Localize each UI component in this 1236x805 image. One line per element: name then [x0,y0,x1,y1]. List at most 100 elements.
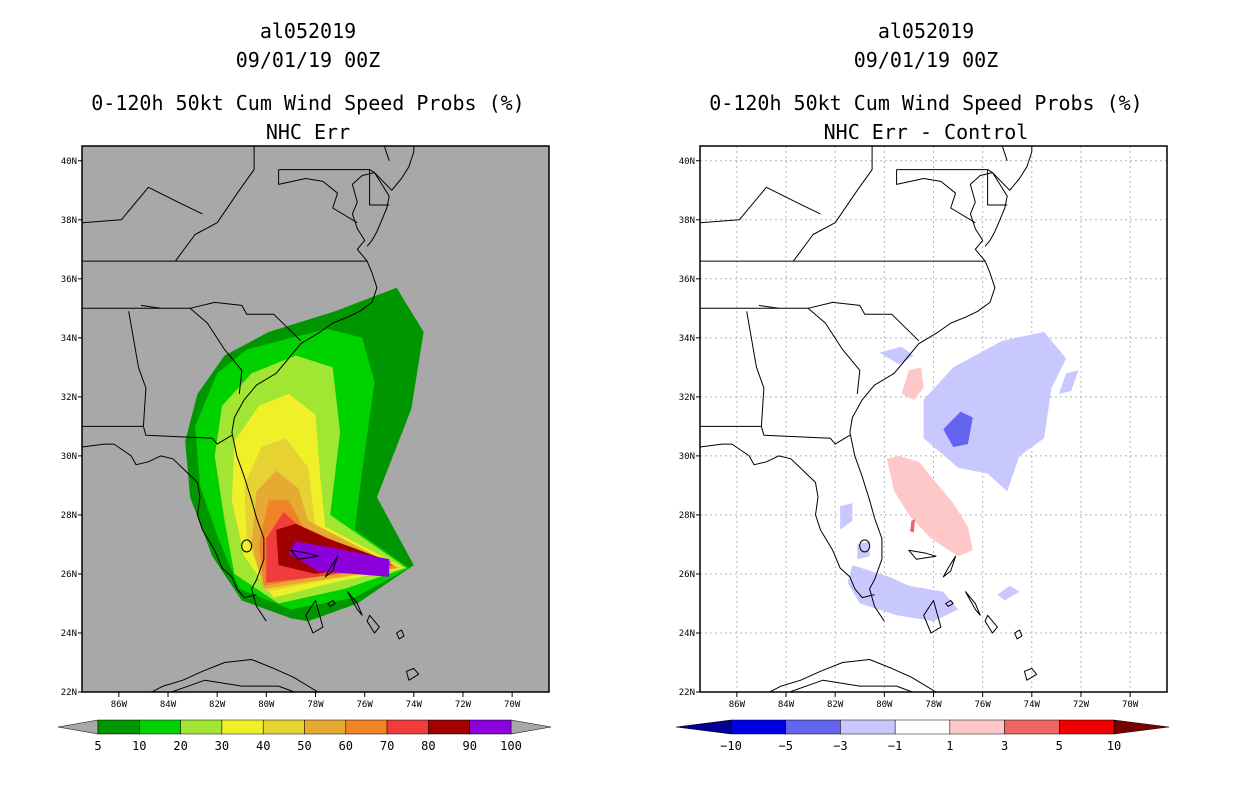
y-tick-label: 32N [61,393,77,403]
colorbar-swatch [221,719,264,735]
panel-nhc-err: al052019 09/01/19 00Z 0-120h 50kt Cum Wi… [57,19,552,753]
y-tick-label: 32N [679,393,695,403]
x-tick-label: 86W [729,700,746,710]
colorbar-swatch [262,719,305,735]
colorbar-label: −5 [778,739,792,753]
island-outline [347,591,363,616]
title-line-4: NHC Err - Control [824,120,1029,144]
contour--1 [997,585,1020,601]
plot-area [700,146,1167,692]
island-outline [942,555,957,578]
y-tick-label: 38N [679,216,695,226]
coastline-gulf [82,443,257,599]
title-line-3: 0-120h 50kt Cum Wind Speed Probs (%) [709,91,1142,115]
state-border [82,301,302,342]
colorbar-label: 90 [462,739,476,753]
x-tick-label: 72W [455,700,472,710]
colorbar-label: 50 [297,739,311,753]
x-tick-label: 78W [925,700,942,710]
panel-nhc-err-minus-control: al052019 09/01/19 00Z 0-120h 50kt Cum Wi… [675,19,1170,753]
title: al052019 09/01/19 00Z 0-120h 50kt Cum Wi… [709,19,1142,144]
state-border [82,186,203,224]
island-outline [396,629,405,640]
title-line-1: al052019 [260,19,356,43]
colorbar-end-right [510,719,552,735]
colorbar-swatch [730,719,786,735]
island-outline [1023,667,1038,681]
colorbar-swatch [428,719,470,735]
colorbar-swatch [304,719,347,735]
state-border [128,311,147,427]
coastline-atlantic [849,172,1008,622]
colorbar-swatch [785,719,841,735]
colorbar-swatch [1004,719,1060,735]
contour-3 [910,519,916,533]
contour--1 [1058,370,1079,394]
island-outline [366,614,380,634]
state-border [700,301,920,342]
coastline-new-jersey [374,146,415,191]
lake-okeechobee [859,539,871,553]
state-border [700,425,851,445]
y-tick-label: 36N [679,275,695,285]
colorbar-label: 5 [94,739,101,753]
contour-1 [886,455,973,557]
state-border [383,146,390,161]
colorbar-swatch [949,719,1005,735]
colorbar-label: 20 [173,739,187,753]
colorbar-end-left [57,719,99,735]
y-tick-label: 22N [679,688,695,698]
title-line-2: 09/01/19 00Z [236,48,381,72]
y-tick-label: 26N [61,570,77,580]
colorbar-label: 40 [256,739,270,753]
x-tick-label: 70W [504,700,521,710]
title-line-4: NHC Err [266,120,350,144]
contour-1 [901,367,924,400]
state-border [189,307,243,394]
contour--1 [840,503,853,530]
contour-90 [288,541,390,577]
y-tick-label: 22N [61,688,77,698]
island-outline [768,659,937,692]
y-tick-label: 34N [61,334,77,344]
y-tick-label: 28N [679,511,695,521]
x-tick-label: 82W [209,700,226,710]
colorbar-swatch [386,719,429,735]
title: al052019 09/01/19 00Z 0-120h 50kt Cum Wi… [91,19,524,144]
state-border [746,311,765,427]
x-tick-label: 72W [1073,700,1090,710]
colorbar-label: 10 [132,739,146,753]
x-tick-label: 74W [1024,700,1041,710]
colorbar-label: 5 [1056,739,1063,753]
colorbar-swatch [1059,719,1115,735]
x-tick-label: 80W [258,700,275,710]
colorbar-label: 3 [1001,739,1008,753]
island-outline [405,667,420,681]
coastline-new-jersey [992,146,1033,191]
lake-okeechobee [241,539,253,553]
colorbar-label: 80 [421,739,435,753]
state-border [278,169,338,194]
y-tick-label: 30N [679,452,695,462]
coastline-atlantic [231,172,390,622]
contour--1 [923,331,1067,492]
colorbar-label: 100 [500,739,522,753]
y-tick-label: 30N [61,452,77,462]
colorbar-label: −1 [888,739,902,753]
colorbar-label: 30 [215,739,229,753]
island-outline [150,659,319,692]
title-line-1: al052019 [878,19,974,43]
colorbar-label: 10 [1107,739,1121,753]
state-border [896,169,956,194]
y-tick-label: 34N [679,334,695,344]
title-line-3: 0-120h 50kt Cum Wind Speed Probs (%) [91,91,524,115]
colorbar-label: 1 [946,739,953,753]
island-outline [324,555,339,578]
island-outline [945,600,954,607]
state-border [82,425,233,445]
island-outline [908,549,937,560]
state-border [332,193,358,224]
x-tick-label: 76W [357,700,374,710]
y-tick-label: 40N [61,157,77,167]
